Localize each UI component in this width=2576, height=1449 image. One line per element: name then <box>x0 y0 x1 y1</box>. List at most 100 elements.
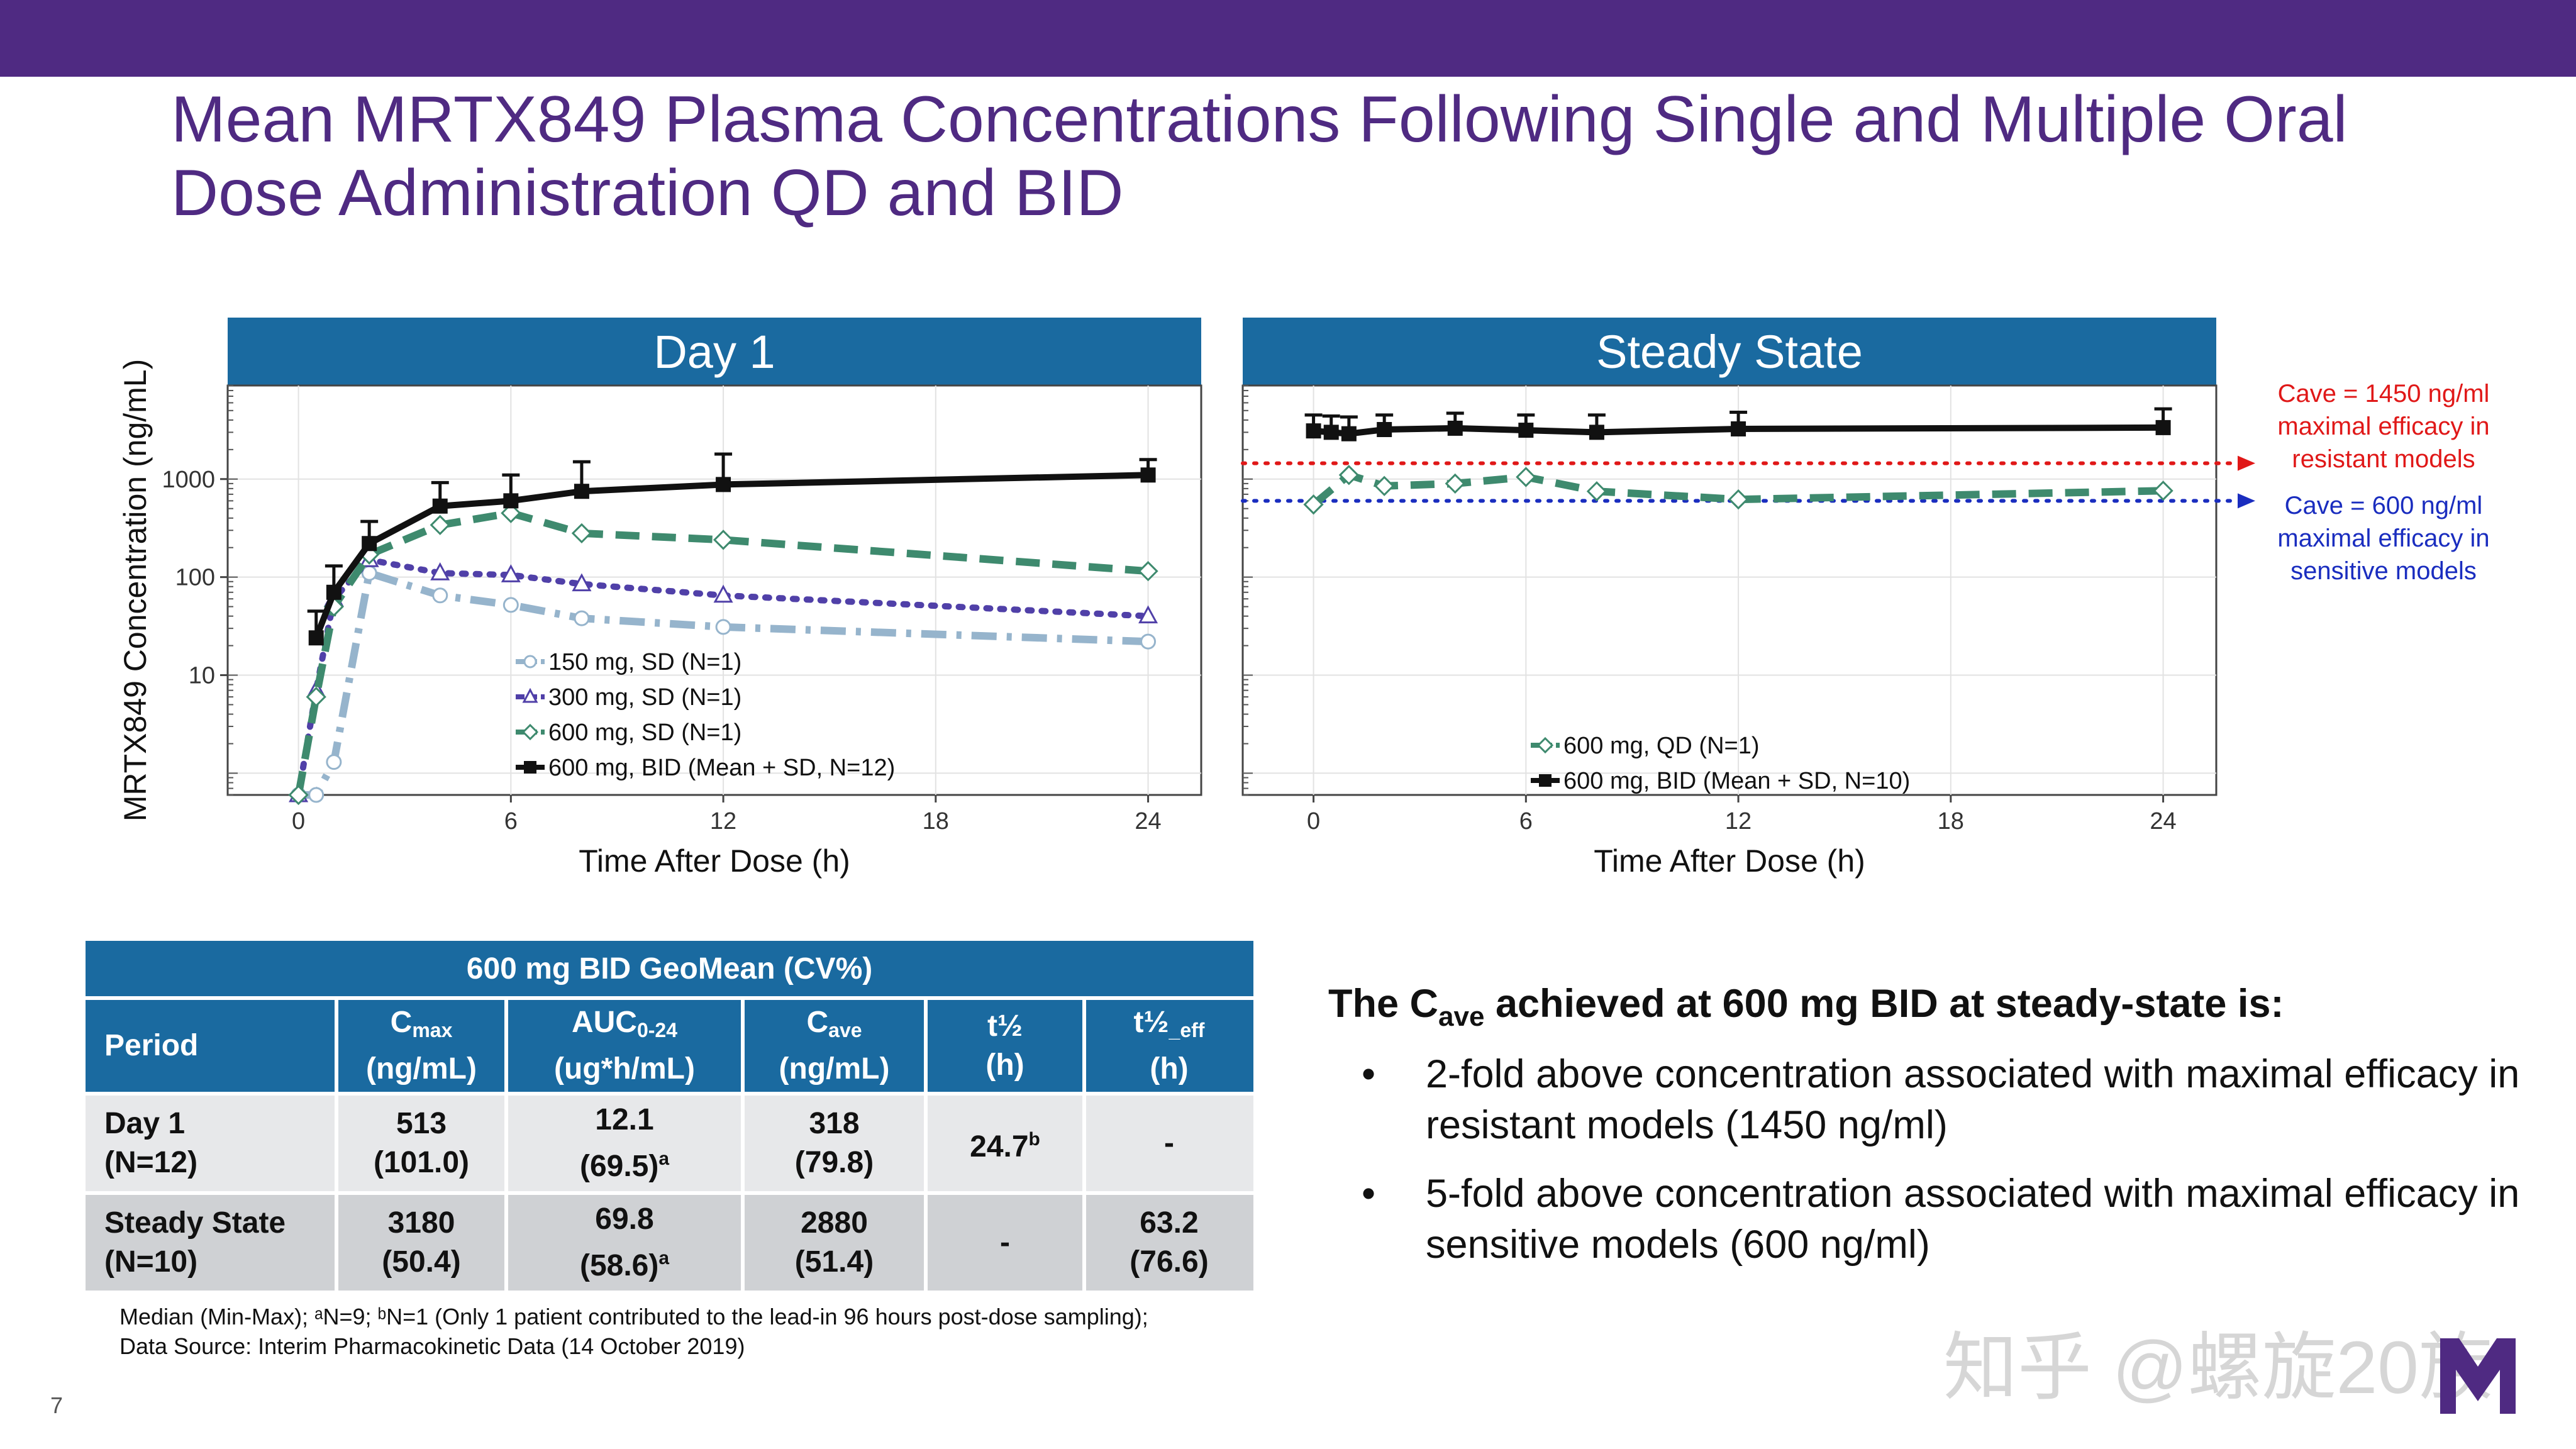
y-tick-label: 100 <box>175 565 215 591</box>
x-tick-label: 24 <box>2150 808 2176 835</box>
table-header-row: Period Cmax (ng/mL) AUC0-24 (ug*h/mL) Ca… <box>86 996 1253 1092</box>
data-point <box>1589 425 1604 440</box>
data-point <box>1518 423 1534 438</box>
data-point <box>1140 633 1157 650</box>
data-point <box>713 584 733 603</box>
data-point <box>308 787 325 803</box>
cell-thalf: - <box>924 1195 1082 1291</box>
x-tick-label: 18 <box>923 808 949 835</box>
summary-block: The Cave achieved at 600 mg BID at stead… <box>1328 981 2523 1288</box>
data-point <box>501 502 521 523</box>
annot-blue-line-2: maximal efficacy in <box>2277 525 2490 552</box>
x-tick-label: 24 <box>1135 808 1161 835</box>
data-point <box>1323 425 1339 440</box>
data-point <box>362 536 377 552</box>
data-point <box>713 530 734 550</box>
data-point <box>432 587 448 604</box>
data-point <box>326 754 342 770</box>
table-row: Day 1 (N=12) 513 (101.0) 12.1 (69.5)a 318(… <box>86 1092 1253 1191</box>
chart-panel-2: Steady State 0 6 12 18 24 Time After Dose (h) 6… <box>1241 318 2255 879</box>
x-tick-label: 6 <box>1519 808 1533 835</box>
page-number: 7 <box>50 1392 64 1418</box>
legend-marker <box>522 687 538 703</box>
y-axis-label: MRTX849 Concentration (ng/mL) <box>118 359 153 822</box>
y-tick-label: 1000 <box>162 467 215 493</box>
x-tick-label: 0 <box>292 808 305 835</box>
slide-title: Mean MRTX849 Plasma Concentrations Follo… <box>171 83 2498 230</box>
pk-charts: Day 1 0 6 12 18 24 10 100 1000 Time After Dose (h… <box>118 318 2255 879</box>
data-point <box>1377 422 1392 438</box>
reference-arrow-icon <box>2238 493 2255 509</box>
header-thalf: t½ (h) <box>924 1000 1082 1092</box>
series-600-mg-qd-n-1- <box>1303 465 2174 515</box>
cell-cave: 318 (79.8) <box>741 1096 924 1191</box>
series-600-mg-bid-mean-sd-n-10- <box>1304 407 2172 441</box>
panel-header <box>228 318 1201 386</box>
panel-title: Steady State <box>1596 326 1863 378</box>
chart-panel-1: Day 1 0 6 12 18 24 10 100 1000 Time After Dose (h… <box>118 318 1202 879</box>
summary-heading: The Cave achieved at 600 mg BID at stead… <box>1328 982 2284 1032</box>
panel-header <box>1243 318 2216 386</box>
x-axis-label: Time After Dose (h) <box>1594 843 1865 879</box>
table-row: Steady State (N=10) 3180 (50.4) 69.8 (58.6… <box>86 1191 1253 1291</box>
data-point <box>716 477 731 492</box>
cell-cmax: 513 (101.0) <box>335 1096 504 1191</box>
cell-auc: 12.1 (69.5)a <box>504 1096 741 1191</box>
x-tick-label: 6 <box>504 808 518 835</box>
data-point <box>1586 481 1607 502</box>
legend-marker <box>1539 774 1552 787</box>
cave-1450-annotation: Cave = 1450 ng/ml maximal efficacy in re… <box>2245 377 2522 475</box>
pk-table: 600 mg BID GeoMean (CV%) Period Cmax (ng… <box>86 941 1253 1291</box>
legend-label: 600 mg, BID (Mean + SD, N=10) <box>1563 768 1910 794</box>
cell-auc: 69.8 (58.6)a <box>504 1195 741 1291</box>
data-point <box>1138 605 1158 624</box>
cell-cave: 2880 (51.4) <box>741 1195 924 1291</box>
data-point <box>326 584 341 600</box>
series-600-mg-sd-n-1- <box>288 502 1158 806</box>
data-point <box>2155 419 2171 435</box>
legend-marker <box>1536 736 1554 754</box>
summary-bullet: • 5-fold above concentration associated w… <box>1362 1172 2520 1267</box>
data-point <box>1306 423 1321 439</box>
legend-marker <box>523 655 537 669</box>
data-point <box>1374 475 1395 496</box>
data-point <box>1338 465 1359 486</box>
header-thalf-eff: t½_eff (h) <box>1082 1000 1252 1092</box>
x-tick-label: 18 <box>1938 808 1964 835</box>
data-point <box>1445 473 1465 494</box>
cell-thalf-eff: 63.2 (76.6) <box>1082 1195 1252 1291</box>
data-point <box>503 493 519 509</box>
header-cmax: Cmax (ng/mL) <box>335 1000 504 1092</box>
chart-legend: 150 mg, SD (N=1) 300 mg, SD (N=1) 600 mg, … <box>516 649 895 781</box>
data-point <box>1303 494 1324 515</box>
header-auc: AUC0-24 (ug*h/mL) <box>504 1000 741 1092</box>
cell-period: Steady State (N=10) <box>104 1206 286 1279</box>
data-point <box>430 562 450 580</box>
panel-title: Day 1 <box>653 326 775 378</box>
data-point <box>571 523 592 544</box>
data-point <box>306 686 326 708</box>
cell-thalf-eff: - <box>1082 1096 1252 1191</box>
plot-area <box>1241 384 2218 796</box>
annot-red-line-3: resistant models <box>2292 445 2475 473</box>
data-point <box>430 514 450 535</box>
legend-label: 600 mg, QD (N=1) <box>1563 733 1760 759</box>
slide-title-line-1: Mean MRTX849 Plasma Concentrations Follo… <box>171 83 2348 156</box>
data-point <box>574 484 589 499</box>
top-banner <box>0 0 2576 77</box>
data-point <box>1140 467 1156 483</box>
header-cave: Cave (ng/mL) <box>741 1000 924 1092</box>
x-axis-label: Time After Dose (h) <box>579 843 850 879</box>
annot-red-line-1: Cave = 1450 ng/ml <box>2277 380 2490 408</box>
cell-cmax: 3180 (50.4) <box>335 1195 504 1291</box>
data-point <box>715 619 731 635</box>
legend-marker <box>524 761 536 774</box>
legend-label: 600 mg, SD (N=1) <box>548 719 741 746</box>
legend-label: 150 mg, SD (N=1) <box>548 649 741 675</box>
data-point <box>1447 420 1463 436</box>
chart-legend: 600 mg, QD (N=1) 600 mg, BID (Mean + SD, … <box>1531 733 1910 794</box>
annot-blue-line-1: Cave = 600 ng/ml <box>2284 492 2483 519</box>
annot-blue-line-3: sensitive models <box>2290 557 2477 585</box>
table-title: 600 mg BID GeoMean (CV%) <box>86 941 1253 996</box>
data-point <box>1341 426 1357 441</box>
